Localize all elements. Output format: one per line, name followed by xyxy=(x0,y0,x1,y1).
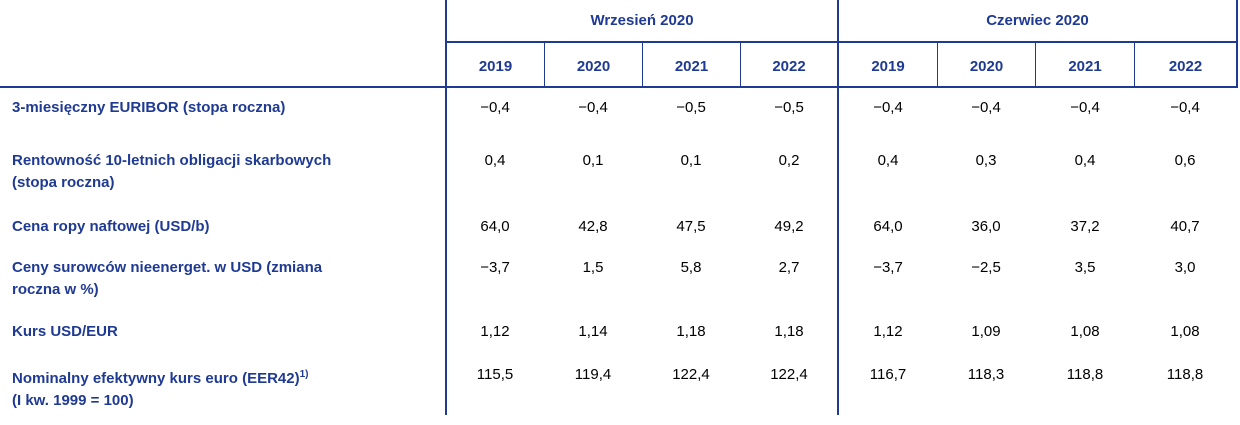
table-cell: −3,7 xyxy=(480,259,510,276)
row-label: Cena ropy naftowej (USD/b) xyxy=(12,216,432,238)
table-cell: 3,5 xyxy=(1074,259,1096,276)
row-label-text-line2: (I kw. 1999 = 100) xyxy=(12,392,134,409)
table-cell: 2,7 xyxy=(778,259,800,276)
year-divider xyxy=(740,42,741,86)
row-label-text: Cena ropy naftowej (USD/b) xyxy=(12,218,210,235)
row-label-text: Nominalny efektywny kurs euro (EER42) xyxy=(12,370,300,387)
table-cell: 118,8 xyxy=(1066,366,1104,383)
table-cell: 1,18 xyxy=(774,323,804,340)
table-cell: 115,5 xyxy=(476,366,514,383)
year-divider xyxy=(1134,42,1135,86)
table-cell: 0,2 xyxy=(778,152,800,169)
year-divider xyxy=(544,42,545,86)
year-divider xyxy=(642,42,643,86)
table-cell: 64,0 xyxy=(873,218,903,235)
row-label: 3-miesięczny EURIBOR (stopa roczna) xyxy=(12,97,432,119)
table-cell: 122,4 xyxy=(672,366,710,383)
header-bottom-rule xyxy=(0,86,1238,88)
table-cell: 0,6 xyxy=(1174,152,1196,169)
table-cell: 1,12 xyxy=(480,323,510,340)
table-cell: 1,18 xyxy=(676,323,706,340)
table-cell: −2,5 xyxy=(971,259,1001,276)
table-cell: 1,08 xyxy=(1070,323,1100,340)
table-cell: 5,8 xyxy=(680,259,702,276)
row-label: Nominalny efektywny kurs euro (EER42)1) (… xyxy=(12,364,432,412)
table-cell: −0,5 xyxy=(774,99,804,116)
row-label-text-line2: roczna w %) xyxy=(12,281,99,298)
table-cell: 0,1 xyxy=(582,152,604,169)
table-cell: 0,4 xyxy=(1074,152,1096,169)
group-divider-middle xyxy=(837,0,839,415)
year-header: 2019 xyxy=(478,58,513,75)
table-cell: 36,0 xyxy=(971,218,1001,235)
year-header: 2021 xyxy=(1068,58,1102,75)
header-group-rule xyxy=(446,41,1238,43)
table-cell: 47,5 xyxy=(676,218,706,235)
year-header: 2021 xyxy=(674,58,709,75)
table-cell: 1,12 xyxy=(873,323,903,340)
table-cell: 3,0 xyxy=(1174,259,1196,276)
table-cell: 1,5 xyxy=(582,259,604,276)
year-header: 2020 xyxy=(576,58,611,75)
table-cell: −0,4 xyxy=(1070,99,1100,116)
table-cell: 37,2 xyxy=(1070,218,1100,235)
table-cell: 122,4 xyxy=(770,366,808,383)
table-cell: 118,3 xyxy=(967,366,1005,383)
group-header-september-2020: Wrzesień 2020 xyxy=(590,12,694,29)
group-header-june-2020: Czerwiec 2020 xyxy=(986,12,1089,29)
table-cell: −0,4 xyxy=(480,99,510,116)
table-cell: 0,3 xyxy=(975,152,997,169)
table-cell: 40,7 xyxy=(1170,218,1200,235)
row-label: Kurs USD/EUR xyxy=(12,321,432,343)
row-label-text: Kurs USD/EUR xyxy=(12,323,118,340)
row-label: Rentowność 10-letnich obligacji skarbowy… xyxy=(12,150,432,194)
table-cell: 1,09 xyxy=(971,323,1001,340)
table-cell: 0,4 xyxy=(484,152,506,169)
table-cell: 119,4 xyxy=(574,366,612,383)
table-cell: 1,14 xyxy=(578,323,608,340)
row-label-text: Ceny surowców nieenerget. w USD (zmiana xyxy=(12,259,323,276)
table-cell: 49,2 xyxy=(774,218,804,235)
group-divider-right xyxy=(1236,0,1238,87)
table-cell: −0,4 xyxy=(971,99,1001,116)
table-cell: −0,4 xyxy=(1170,99,1200,116)
table-cell: −0,5 xyxy=(676,99,706,116)
table-cell: 0,4 xyxy=(877,152,899,169)
row-label-text-line2: (stopa roczna) xyxy=(12,174,115,191)
year-header: 2020 xyxy=(969,58,1004,75)
row-label-text: Rentowność 10-letnich obligacji skarbowy… xyxy=(12,152,332,169)
table-cell: 118,8 xyxy=(1166,366,1204,383)
table-cell: 42,8 xyxy=(578,218,608,235)
year-divider xyxy=(937,42,938,86)
table-cell: 116,7 xyxy=(869,366,907,383)
table-cell: −0,4 xyxy=(578,99,608,116)
table-cell: 1,08 xyxy=(1170,323,1200,340)
table-cell: 64,0 xyxy=(480,218,510,235)
year-header: 2022 xyxy=(772,58,806,75)
group-divider-left xyxy=(445,0,447,415)
table-cell: −3,7 xyxy=(873,259,903,276)
year-header: 2022 xyxy=(1168,58,1203,75)
row-label-text: 3-miesięczny EURIBOR (stopa roczna) xyxy=(12,99,286,116)
year-header: 2019 xyxy=(871,58,905,75)
table-cell: −0,4 xyxy=(873,99,903,116)
row-label: Ceny surowców nieenerget. w USD (zmiana r… xyxy=(12,257,432,301)
footnote-marker: 1) xyxy=(299,369,309,380)
year-divider xyxy=(1035,42,1036,86)
table-cell: 0,1 xyxy=(680,152,702,169)
